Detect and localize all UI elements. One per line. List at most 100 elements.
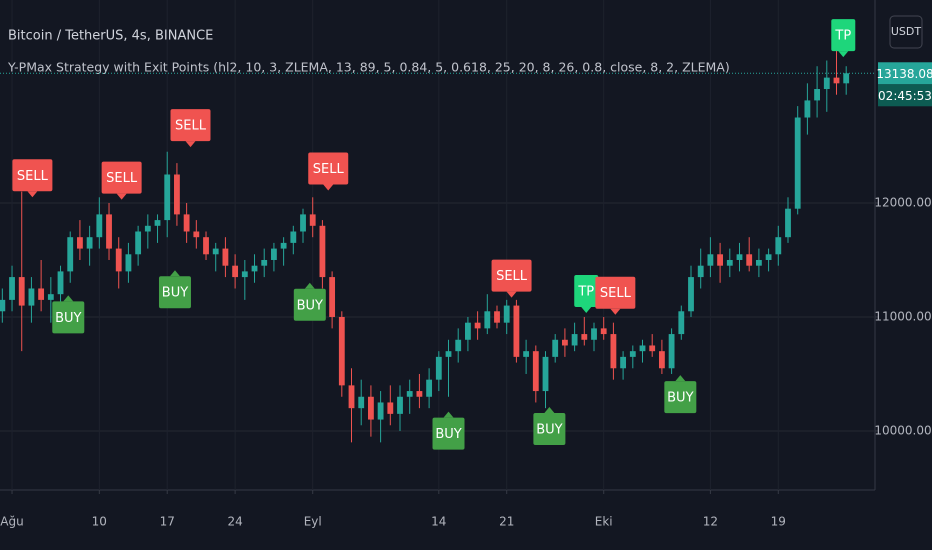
signal-pointer — [610, 308, 621, 315]
candle-body — [823, 77, 830, 90]
candle-body — [484, 311, 491, 329]
candle-body — [697, 265, 704, 278]
candle-body — [251, 265, 258, 272]
signal-label: BUY — [667, 391, 693, 406]
candle-body — [785, 208, 791, 238]
x-tick-label: 17 — [160, 515, 175, 529]
candle-body — [309, 214, 316, 226]
indicator-label: Y-PMax Strategy with Exit Points (hl2, 1… — [7, 60, 730, 75]
candle-body — [193, 231, 200, 238]
candle-body — [222, 248, 229, 266]
candle-body — [67, 237, 74, 272]
signal-box — [664, 381, 697, 414]
candle-body — [212, 248, 219, 255]
candle-body — [348, 385, 355, 409]
candle-body — [532, 351, 539, 392]
candle-body — [368, 396, 374, 420]
candle-body — [338, 316, 345, 386]
candle-body — [329, 277, 336, 317]
y-tick-label: 10000.00 — [874, 423, 931, 437]
candle-body — [183, 214, 190, 232]
candle-body — [678, 311, 685, 335]
signal-box — [52, 301, 85, 334]
signal-pointer — [116, 193, 127, 200]
candle-body — [426, 379, 433, 397]
candle-body — [843, 73, 850, 84]
price-tag-label: 13138.08 — [876, 67, 932, 81]
candle-body — [164, 174, 171, 221]
y-tick-label: 12000.00 — [874, 195, 931, 209]
signal-box — [170, 109, 211, 142]
candle-body — [814, 89, 821, 101]
candle-body — [717, 254, 724, 266]
candle-body — [232, 265, 239, 278]
candle-body — [86, 237, 93, 249]
signal-label: BUY — [55, 311, 81, 326]
candle-body — [358, 396, 365, 409]
candle-body — [57, 271, 64, 295]
x-tick-label: 19 — [771, 515, 786, 529]
signal-pointer — [506, 291, 517, 298]
candle-body — [377, 402, 384, 420]
currency-button[interactable] — [889, 15, 923, 49]
y-tick-label: 11000.00 — [874, 309, 931, 323]
signal-label: SELL — [17, 169, 49, 184]
signal-label: SELL — [600, 286, 632, 301]
candle-body — [765, 254, 772, 260]
signal-box — [574, 274, 599, 307]
signal-label: SELL — [496, 269, 528, 284]
candle-body — [455, 339, 462, 352]
candle-body — [668, 334, 675, 369]
signal-pointer — [63, 295, 74, 302]
price-tag — [878, 62, 932, 85]
candle-body — [581, 334, 588, 340]
x-tick-label: 10 — [92, 515, 107, 529]
candle-body — [542, 356, 549, 392]
candle-body — [707, 254, 714, 266]
signal-pointer — [304, 282, 315, 289]
candle-body — [503, 305, 510, 323]
candle-body — [746, 254, 753, 266]
countdown-tag — [878, 84, 932, 107]
signal-label: BUY — [162, 286, 188, 301]
candle-body — [290, 231, 297, 243]
signal-pointer — [544, 407, 555, 414]
candle-body — [47, 294, 54, 300]
candle-body — [833, 77, 840, 84]
x-tick-label: 21 — [499, 515, 514, 529]
candle-body — [775, 237, 782, 255]
candle-body — [261, 259, 268, 266]
candle-body — [435, 356, 442, 380]
candle-body — [28, 288, 35, 306]
candle-body — [203, 237, 209, 255]
candle-body — [0, 299, 6, 312]
candle-body — [144, 225, 151, 232]
signal-box — [158, 276, 191, 309]
candle-body — [804, 100, 811, 118]
signal-pointer — [323, 184, 334, 191]
candle-body — [639, 345, 646, 352]
candle-body — [406, 391, 413, 397]
chart-title: Bitcoin / TetherUS, 4s, BINANCE — [8, 29, 213, 44]
signal-label: SELL — [313, 162, 345, 177]
signal-pointer — [27, 191, 38, 198]
currency-label[interactable]: USDT — [891, 25, 922, 38]
signal-box — [293, 288, 326, 321]
signal-label: SELL — [175, 119, 207, 134]
candle-body — [629, 351, 636, 357]
candle-body — [77, 237, 83, 249]
candle-body — [106, 214, 112, 249]
candle-body — [445, 351, 452, 357]
annotations: SELL BUY SELL BUY SELL BUY SELL BUY SELL BUY TP SEL… — [12, 19, 856, 450]
x-tick-label: Eki — [595, 515, 613, 529]
candle-body — [174, 174, 180, 215]
signal-box — [432, 417, 465, 450]
countdown-label: 02:45:53 — [878, 89, 932, 103]
x-tick-label: 14 — [431, 515, 446, 529]
signal-box — [491, 259, 532, 292]
signal-pointer — [838, 51, 849, 58]
marks — [0, 49, 850, 443]
candle-body — [561, 339, 568, 346]
signal-label: SELL — [106, 171, 138, 186]
candle-body — [494, 311, 500, 323]
